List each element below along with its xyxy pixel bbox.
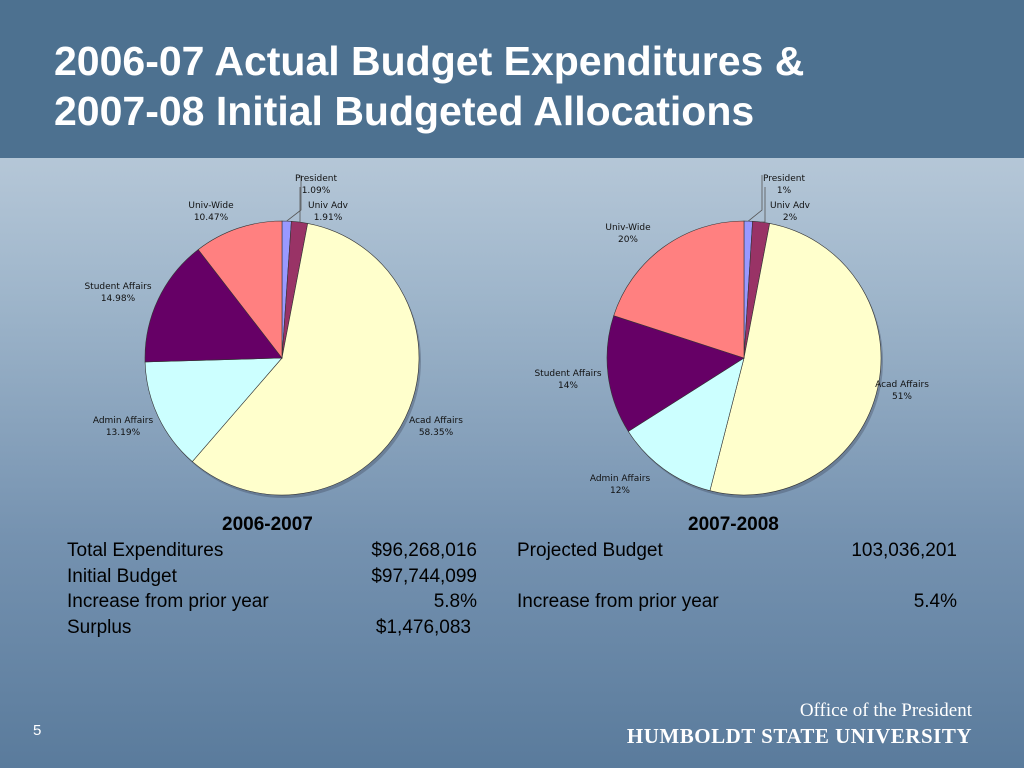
slice-label: Admin Affairs [590,474,651,484]
pie-slice-acad-affairs [191,223,420,496]
slice-value-label: 51% [892,392,912,402]
slice-label: Univ Adv [308,201,349,211]
row-value: $1,476,083 [375,616,471,638]
title-line-2: 2007-08 Initial Budgeted Allocations [54,88,755,134]
row-value: $96,268,016 [371,540,477,561]
slice-label: President [763,174,805,184]
row-value: 5.4% [913,591,957,612]
leader-line [286,175,302,222]
row-label: Surplus [67,616,132,638]
title-line-1: 2006-07 Actual Budget Expenditures & [54,38,805,84]
slide-title: 2006-07 Actual Budget Expenditures & 200… [54,36,994,136]
slice-label: Student Affairs [534,369,601,379]
summary-table-2006: Total Expenditures $96,268,016 Initial B… [67,538,479,640]
slice-label: President [295,174,337,184]
slice-label: Student Affairs [84,282,151,292]
row-label: Increase from prior year [517,591,719,612]
slice-value-label: 1% [777,186,792,196]
table-row: Projected Budget 103,036,201 [517,538,959,564]
slice-value-label: 1.09% [302,186,331,196]
table-row: Increase from prior year 5.8% [67,589,479,615]
leader-line [748,175,763,222]
row-value: 103,036,201 [851,540,957,561]
row-value: $97,744,099 [371,565,477,587]
pie-chart-2006-2007: President 1.09% Univ Adv 1.91% Acad Affairs 5… [84,174,463,498]
title-banner: 2006-07 Actual Budget Expenditures & 200… [0,0,1024,158]
slice-value-label: 20% [618,235,638,245]
slice-value-label: 14.98% [101,294,136,304]
leader-line [761,187,766,223]
row-label: Increase from prior year [67,591,269,612]
pie-slice-student-affairs [606,315,745,432]
slice-label: Univ-Wide [188,201,234,211]
slice-label: Univ Adv [770,201,811,211]
pie-slice-univ-wide [613,220,745,359]
slice-label: Univ-Wide [605,223,651,233]
pie-slice-student-affairs [144,249,283,363]
row-label: Projected Budget [517,540,663,561]
pie-slice-acad-affairs [709,223,882,496]
year-heading-2006: 2006-2007 [222,514,313,535]
table-row [517,564,959,590]
logo-office-text: Office of the President [799,700,972,721]
table-row: Surplus $1,476,083 [67,615,479,641]
pie-chart-2007-2008: President 1% Univ Adv 2% Acad Affairs 51% Admi… [534,174,929,498]
slice-value-label: 14% [558,381,578,391]
slice-label: Acad Affairs [409,416,463,426]
pie-charts-area: President 1.09% Univ Adv 1.91% Acad Affairs 5… [0,158,1024,518]
slice-value-label: 10.47% [194,213,229,223]
pie-slice-admin-affairs [627,357,745,492]
pie-slice-admin-affairs [144,357,283,463]
row-value: 5.8% [433,591,477,612]
table-row: Total Expenditures $96,268,016 [67,538,479,564]
table-row: Increase from prior year 5.4% [517,589,959,615]
slice-label: Admin Affairs [93,416,154,426]
row-label: Total Expenditures [67,540,224,561]
slice-value-label: 12% [610,486,630,496]
row-label: Initial Budget [67,565,177,587]
table-row: Initial Budget $97,744,099 [67,564,479,590]
slice-value-label: 1.91% [314,213,343,223]
slice-value-label: 13.19% [106,428,141,438]
logo-university-text: HUMBOLDT STATE UNIVERSITY [626,724,972,748]
pie-slice-univ-wide [197,220,283,359]
summary-table-2007: Projected Budget 103,036,201 Increase fr… [517,538,959,615]
page-number: 5 [33,722,42,739]
pie-charts-svg: President 1.09% Univ Adv 1.91% Acad Affairs 5… [84,174,929,498]
slice-value-label: 58.35% [419,428,454,438]
slice-label: Acad Affairs [875,380,929,390]
year-heading-2007: 2007-2008 [688,514,779,535]
slice-value-label: 2% [783,213,798,223]
